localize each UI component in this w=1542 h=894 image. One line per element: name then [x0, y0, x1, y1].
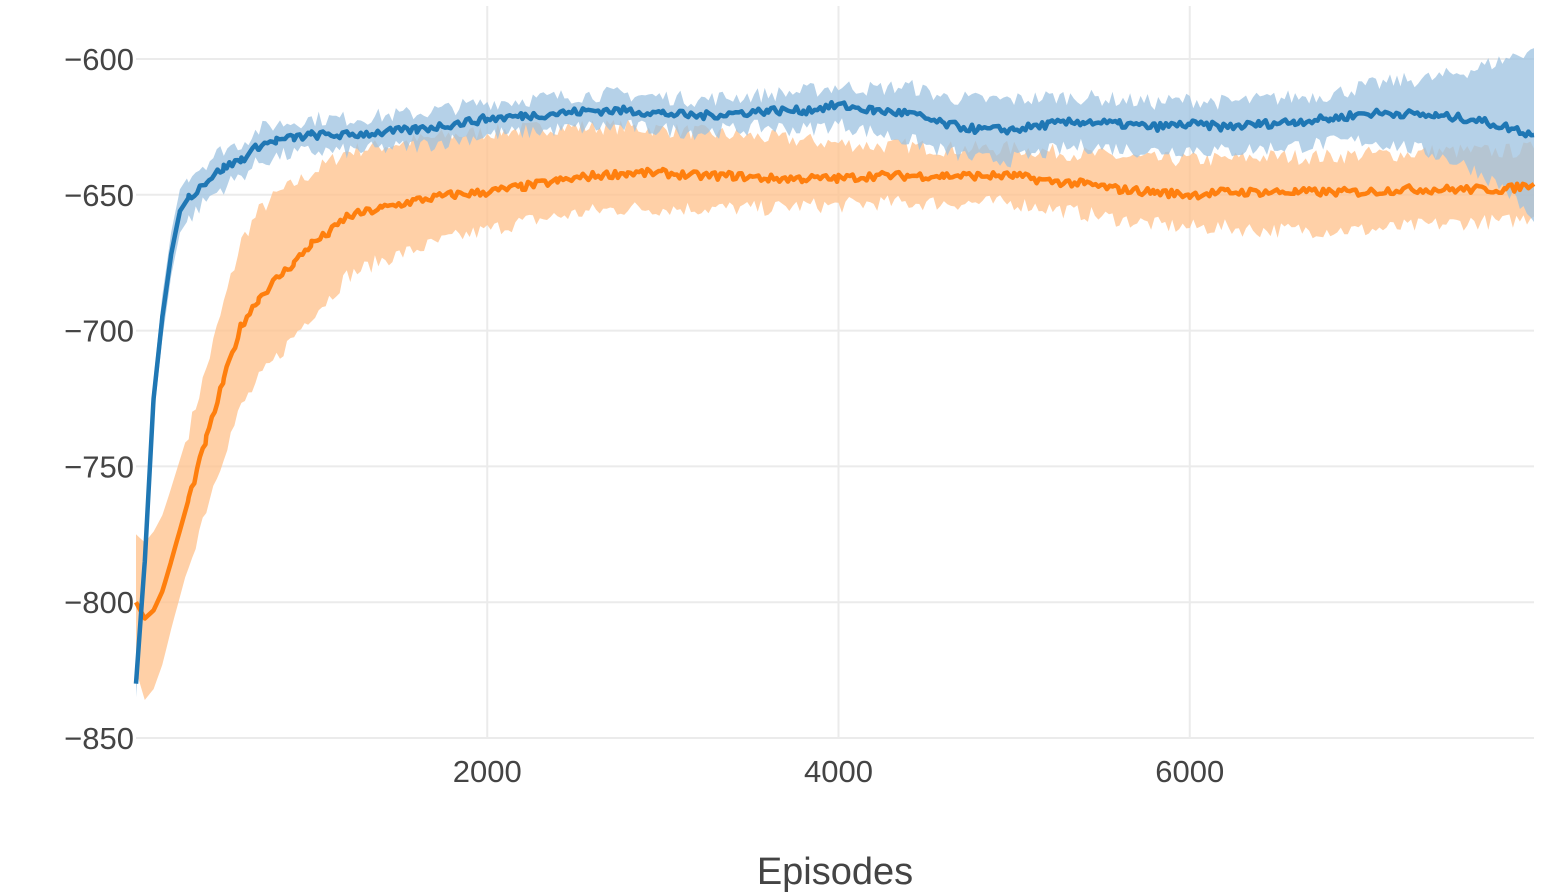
- y-tick-label-0: −600: [64, 42, 134, 77]
- series-1-line: [134, 166, 1536, 621]
- x-tick-label-1: 4000: [804, 754, 873, 789]
- y-tick-label-3: −750: [64, 449, 134, 484]
- y-tick-label-1: −650: [64, 178, 134, 213]
- y-tick-label-5: −850: [64, 721, 134, 756]
- series-1-band: [136, 119, 1534, 701]
- tick-labels: −600 −650 −700 −750 −800 −850 2000 4000 6000: [64, 42, 1224, 789]
- x-tick-label-2: 6000: [1155, 754, 1224, 789]
- x-axis-title: Episodes: [757, 851, 913, 893]
- y-tick-label-4: −800: [64, 585, 134, 620]
- series-0-line: [133, 99, 1535, 684]
- series-lines: [133, 99, 1536, 684]
- x-tick-label-0: 2000: [453, 754, 522, 789]
- y-tick-label-2: −700: [64, 314, 134, 349]
